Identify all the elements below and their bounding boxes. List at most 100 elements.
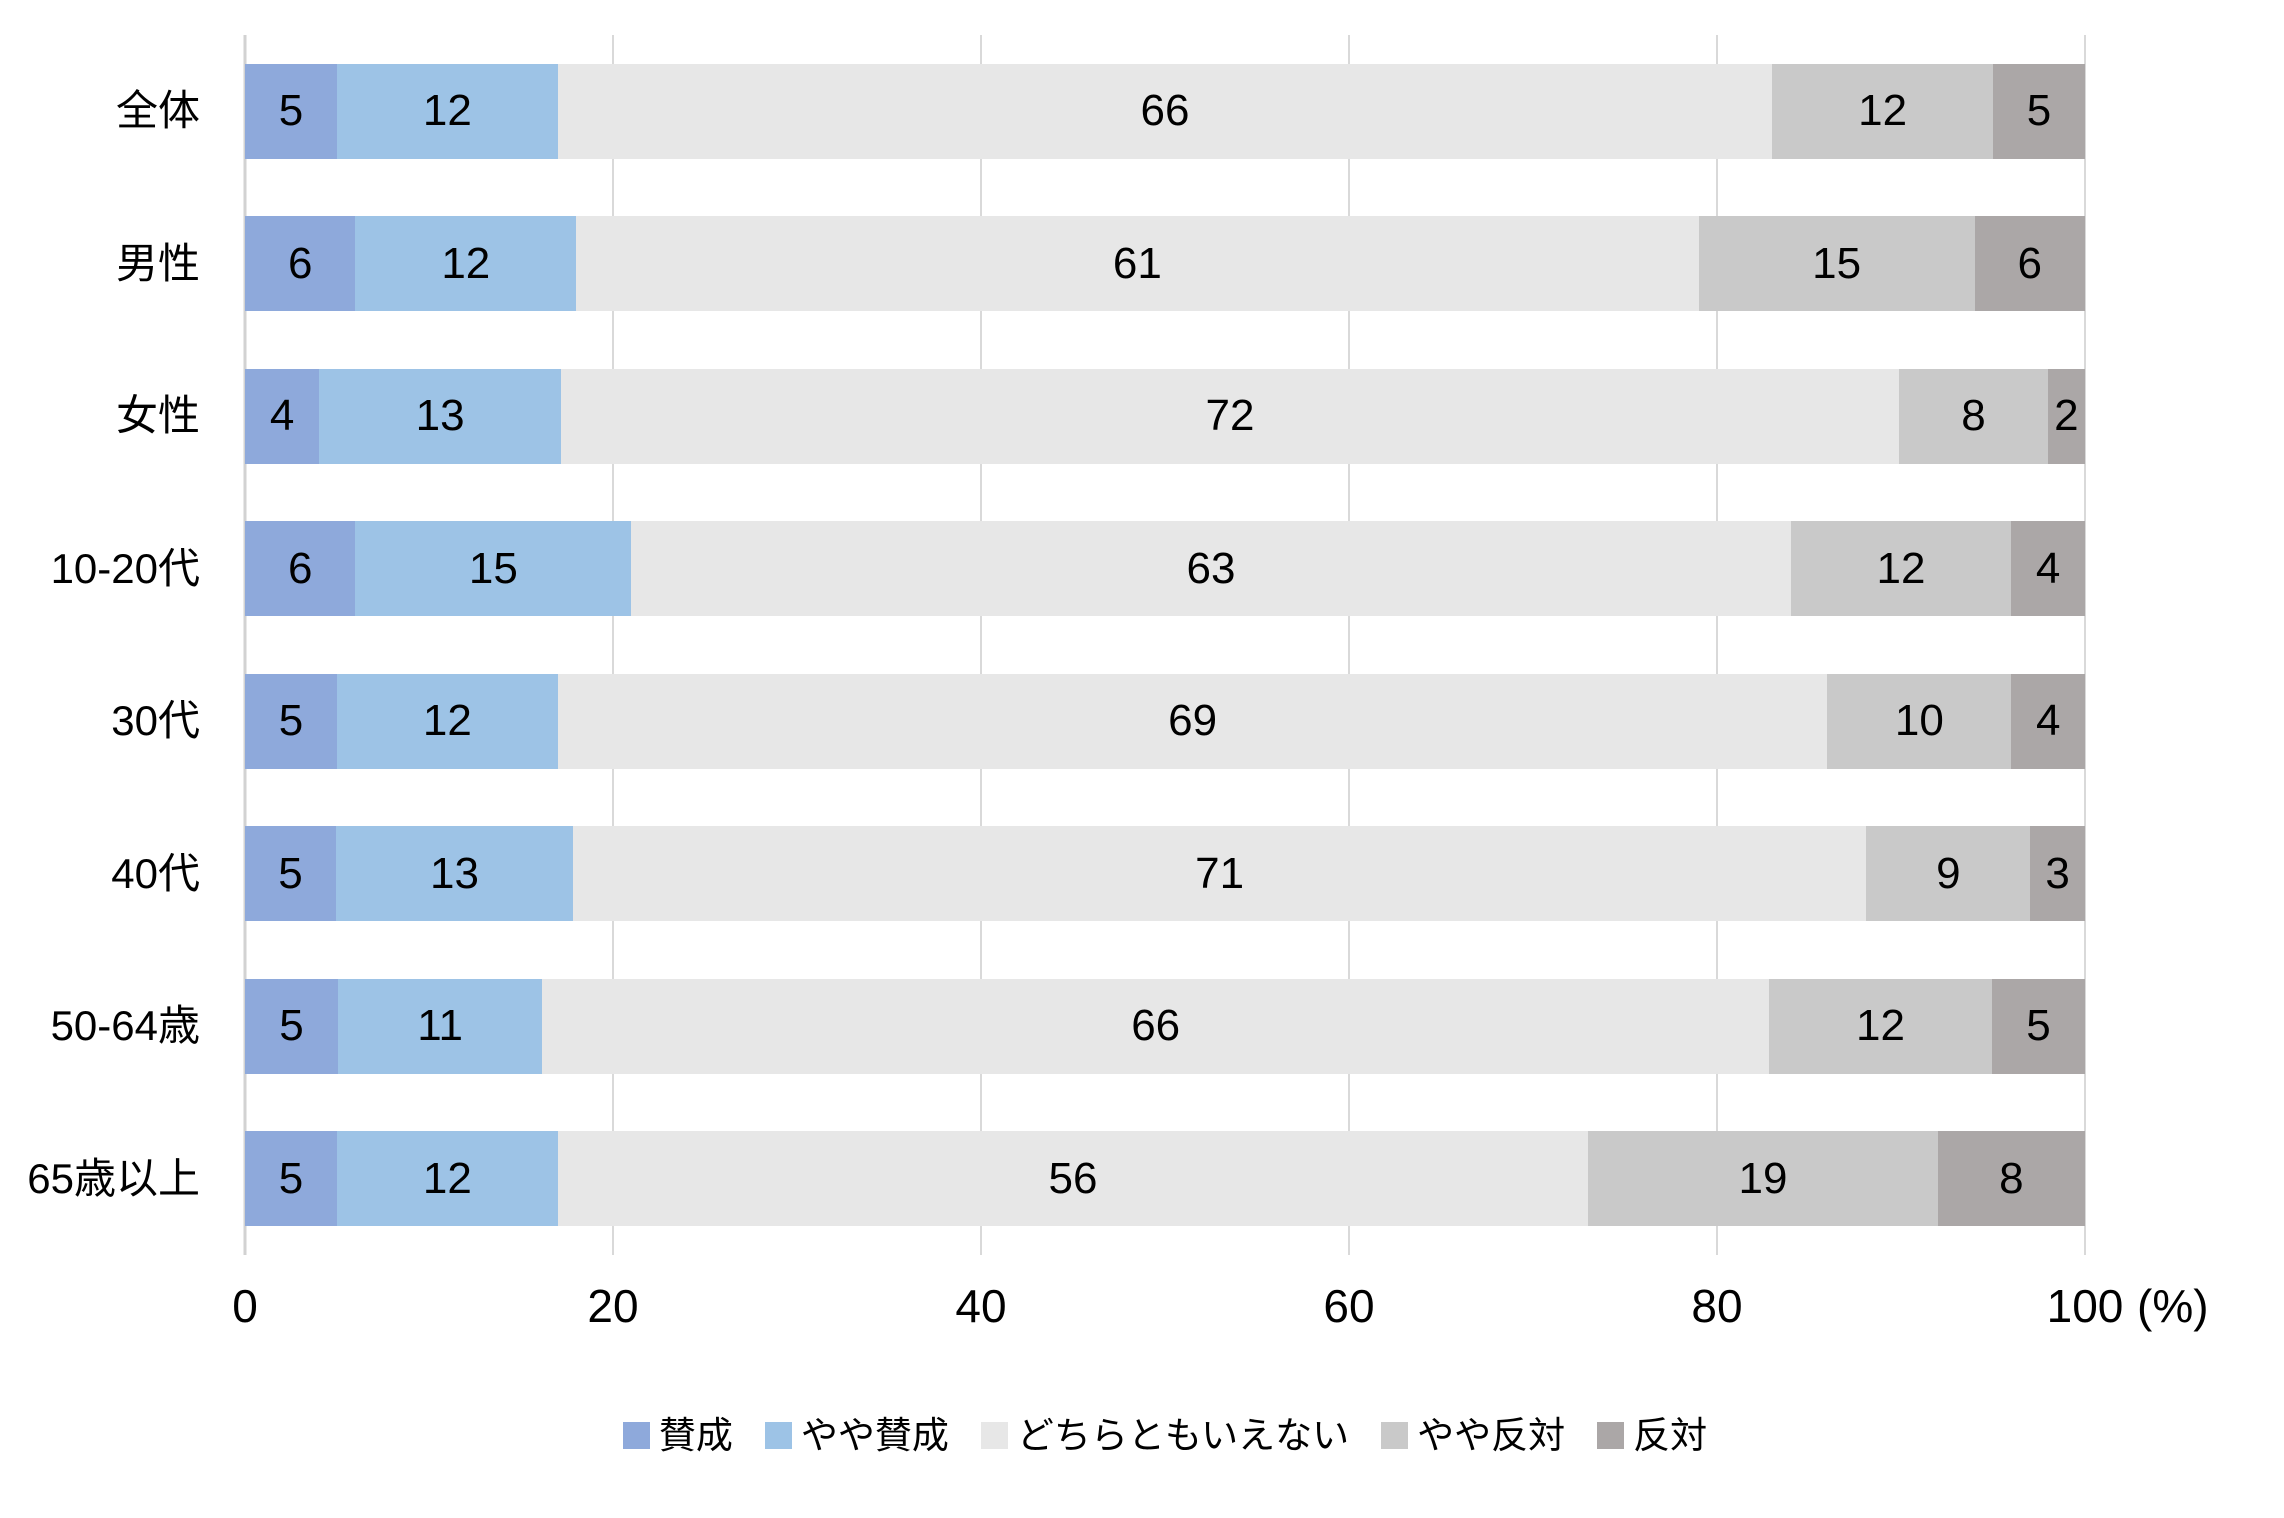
bar-segment: 13 [336,826,573,922]
segment-value-label: 66 [1140,86,1190,136]
legend-label: やや賛成 [800,1414,949,1456]
segment-value-label: 4 [269,391,295,441]
segment-value-label: 8 [1961,391,1986,441]
legend: 賛成 やや賛成 どちらともいえない やや反対 反対 [245,1405,2085,1465]
category-label: 全体 [115,87,200,135]
legend-label: 賛成 [658,1414,733,1456]
legend-swatch [980,1421,1008,1449]
stacked-bar: 6 12 61 15 6 [245,216,2085,312]
segment-value-label: 72 [1205,391,1255,441]
segment-value-label: 12 [1858,86,1908,136]
bar-segment: 6 [245,521,356,617]
bar-segment: 4 [2011,521,2085,617]
segment-value-label: 5 [278,1153,304,1203]
bar-segment: 15 [1698,216,1975,312]
legend-item: 賛成 [622,1414,733,1456]
legend-swatch [622,1421,650,1449]
segment-value-label: 66 [1131,1001,1181,1051]
bar-segment: 6 [1974,216,2085,312]
segment-value-label: 71 [1195,848,1245,898]
segment-value-label: 5 [278,86,304,136]
segment-value-label: 8 [1999,1153,2024,1203]
category-label: 50-64歳 [50,1002,200,1050]
bar-segment: 63 [631,521,1791,617]
bar-segment: 3 [2030,826,2085,922]
bar-segment: 5 [1992,63,2085,159]
segment-value-label: 5 [278,848,303,898]
category-label: 65歳以上 [27,1154,200,1202]
category-label: 40代 [111,849,200,897]
bar-segment: 66 [557,63,1773,159]
bar-segment: 69 [557,673,1828,769]
legend-swatch [1381,1421,1409,1449]
segment-value-label: 13 [415,391,465,441]
category-label: 10-20代 [50,544,200,592]
gridline [1716,35,1718,1255]
bar-segment: 5 [245,826,337,922]
segment-value-label: 19 [1738,1153,1788,1203]
stacked-bar: 5 13 71 9 3 [245,826,2085,922]
bar-segment: 9 [1866,826,2031,922]
bar-segment: 71 [572,826,1867,922]
segment-value-label: 12 [441,238,491,288]
legend-item: やや反対 [1381,1417,1565,1454]
x-axis: (%) 0 20 40 60 80 100 [232,1255,2208,1345]
bar-segment: 4 [245,368,320,464]
bar-segment: 5 [245,63,337,159]
category-label: 男性 [115,239,200,287]
bar-segment: 5 [245,1131,337,1227]
bar-segment: 12 [1769,978,1993,1074]
segment-value-label: 3 [2045,848,2070,898]
gridline [243,35,247,1255]
bar-segment: 8 [1937,1131,2085,1227]
segment-value-label: 10 [1894,696,1944,746]
category-label: 女性 [115,392,200,440]
segment-value-label: 15 [1812,238,1862,288]
bar-row: 30代 5 12 69 10 4 [111,645,2085,798]
bar-segment: 15 [355,521,632,617]
bar-segment: 10 [1827,673,2012,769]
legend-item: やや賛成 [764,1414,949,1456]
segment-value-label: 6 [2017,238,2043,288]
gridline [980,35,982,1255]
x-axis-tick-label: 0 [232,1280,258,1332]
legend-swatch [764,1421,792,1449]
segment-value-label: 6 [287,238,313,288]
x-axis-tick-label: 20 [587,1280,639,1332]
segment-value-label: 69 [1168,696,1218,746]
legend-swatch [1597,1421,1625,1449]
bar-row: 40代 5 13 71 9 3 [111,798,2085,951]
bar-segment: 8 [1899,368,2048,464]
bar-segment: 6 [245,216,356,312]
x-axis-tick-label: 80 [1691,1280,1743,1332]
segment-value-label: 12 [1876,543,1926,593]
bar-segment: 12 [337,1131,558,1227]
segment-value-label: 15 [468,543,518,593]
axis-unit-label: (%) [2137,1280,2209,1332]
bar-segment: 66 [542,978,1770,1074]
bar-row: 65歳以上 5 12 56 19 8 [27,1103,2085,1256]
gridline [1348,35,1350,1255]
stacked-bar: 4 13 72 8 2 [245,368,2085,464]
bar-segment: 5 [1992,978,2085,1074]
gridline [2084,35,2086,1255]
segment-value-label: 4 [2035,543,2061,593]
stacked-bar: 5 12 56 19 8 [245,1131,2085,1227]
bar-row: 女性 4 13 72 8 2 [116,340,2085,493]
bar-segment: 12 [1772,63,1993,159]
stacked-bar: 5 11 66 12 5 [245,978,2085,1074]
gridline [612,35,614,1255]
plot-area: 全体 5 12 66 12 5 男性 6 12 61 15 6 女性 4 13 72 8 2 10-20代 6 15 63… [27,35,2086,1256]
x-axis-tick-label: 60 [1323,1280,1375,1332]
segment-value-label: 5 [279,1001,304,1051]
segment-value-label: 2 [2054,391,2079,441]
legend-label: どちらともいえない [1016,1414,1350,1456]
bar-segment: 12 [355,216,577,312]
segment-value-label: 63 [1186,543,1236,593]
segment-value-label: 6 [287,543,313,593]
bar-row: 男性 6 12 61 15 6 [116,188,2085,341]
segment-value-label: 4 [2035,696,2061,746]
x-axis-tick-label: 40 [955,1280,1007,1332]
stacked-bar: 5 12 69 10 4 [245,673,2085,769]
